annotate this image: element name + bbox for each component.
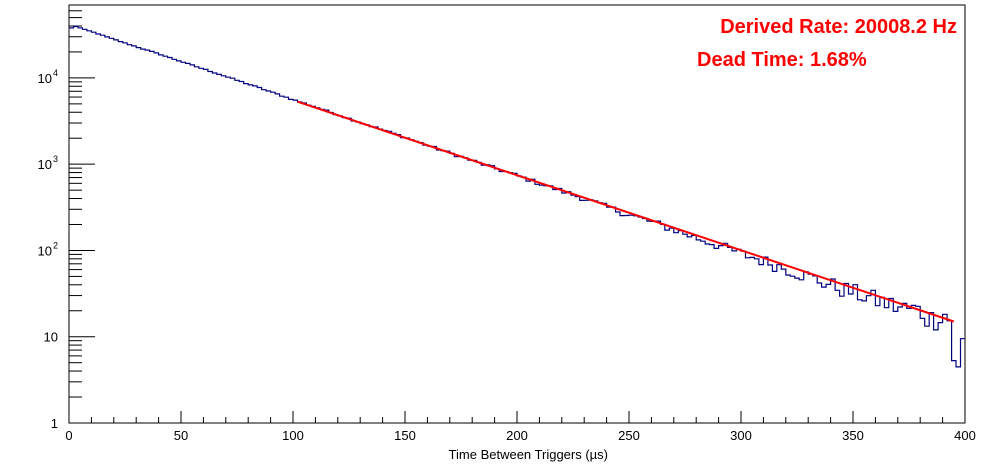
y-tick-exponent: 4 <box>53 68 58 78</box>
y-tick-label: 10 <box>44 330 58 345</box>
y-tick-exponent: 2 <box>53 240 58 250</box>
series-layer <box>69 25 965 368</box>
x-tick-label: 100 <box>282 428 304 443</box>
x-axis-tick-labels: 0 50 100 150 200 250 300 350 400 <box>65 428 975 443</box>
y-tick-label: 10 <box>38 243 52 258</box>
fit-line <box>297 100 955 323</box>
y-axis-ticks <box>69 4 95 424</box>
y-tick-exponent: 3 <box>53 154 58 164</box>
y-tick-label: 10 <box>38 157 52 172</box>
y-tick-label: 10 <box>38 71 52 86</box>
x-axis-ticks <box>68 411 966 423</box>
derived-rate-annotation: Derived Rate: 20008.2 Hz <box>720 16 957 38</box>
x-axis-title: Time Between Triggers (µs) <box>449 447 608 462</box>
histogram-line <box>69 25 965 368</box>
x-tick-label: 200 <box>506 428 528 443</box>
x-tick-label: 350 <box>842 428 864 443</box>
dead-time-annotation: Dead Time: 1.68% <box>697 49 867 71</box>
x-tick-label: 400 <box>954 428 976 443</box>
x-tick-label: 50 <box>174 428 188 443</box>
x-tick-label: 0 <box>65 428 72 443</box>
x-tick-label: 300 <box>730 428 752 443</box>
x-tick-label: 250 <box>618 428 640 443</box>
x-tick-label: 150 <box>394 428 416 443</box>
y-tick-label: 1 <box>51 416 58 431</box>
